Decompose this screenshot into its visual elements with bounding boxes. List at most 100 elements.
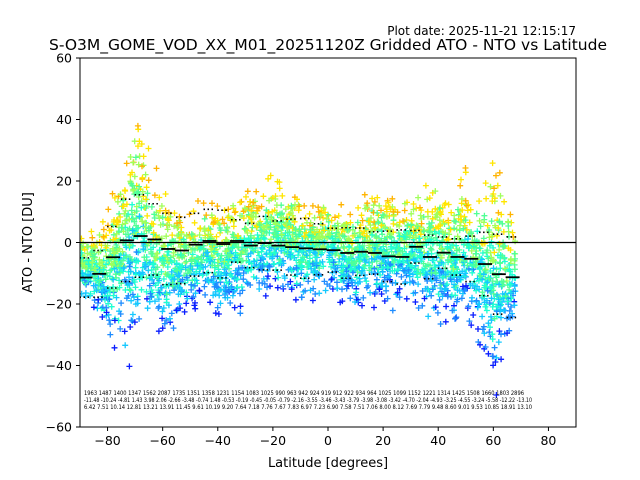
scatter-point [135,188,142,195]
scatter-point [313,262,320,269]
scatter-point [128,317,135,324]
scatter-point [391,240,397,247]
scatter-point [158,235,165,242]
scatter-point [384,264,391,271]
scatter-point [157,207,163,214]
scatter-point [349,269,356,276]
scatter-point [121,328,128,335]
scatter-point [143,257,150,264]
scatter-point [152,266,159,273]
scatter-point [183,289,190,296]
scatter-point [498,211,505,218]
scatter-point [363,254,370,260]
scatter-point [279,283,286,290]
scatter-point [382,283,389,290]
scatter-point [495,339,502,346]
scatter-point [126,363,133,370]
scatter-point [254,249,261,256]
scatter-point [316,290,323,297]
scatter-point [129,311,136,318]
scatter-point [103,244,110,251]
scatter-point [164,264,171,270]
scatter-point [274,234,281,241]
scatter-point [88,249,95,256]
scatter-point [476,198,483,205]
scatter-point [347,211,354,218]
scatter-point [182,264,189,271]
scatter-point [356,264,363,271]
scatter-point [215,311,222,317]
scatter-point [456,273,463,280]
scatter-point [487,183,494,190]
scatter-point [126,274,132,281]
scatter-point [427,268,434,275]
scatter-point [383,213,390,220]
scatter-point [173,260,180,267]
scatter-point [256,286,263,292]
scatter-point [227,300,234,306]
scatter-point [286,229,293,235]
scatter-point [408,222,414,229]
scatter-point [484,279,491,286]
scatter-point [217,229,224,236]
scatter-point [410,206,417,213]
scatter-point [238,251,245,258]
scatter-point [424,208,431,215]
scatter-point [429,231,436,238]
scatter-point [296,228,303,235]
scatter-point [401,207,408,214]
scatter-point [434,210,441,217]
y-tick-label: −60 [46,420,72,435]
scatter-point [401,245,408,252]
scatter-point [80,290,85,297]
scatter-point [117,325,124,332]
scatter-point [224,214,231,221]
scatter-point [90,304,97,311]
scatter-point [356,256,363,263]
scatter-point [438,259,445,266]
scatter-point [377,272,384,278]
x-tick-label: 0 [324,433,332,448]
scatter-point [479,326,486,333]
scatter-point [394,289,401,296]
scatter-point [122,217,129,224]
scatter-point [322,287,329,294]
scatter-point [283,221,290,228]
scatter-point [136,200,143,207]
scatter-point [396,219,403,226]
scatter-point [282,206,289,213]
scatter-point [425,254,432,261]
scatter-point [368,215,374,221]
scatter-point [355,263,362,270]
scatter-point [116,210,123,217]
scatter-point [297,259,303,266]
scatter-point [489,353,496,360]
scatter-point [500,243,507,250]
scatter-point [454,233,461,240]
scatter-point [144,212,151,219]
y-axis: −60 −40 −20 0 20 40 60 [46,51,80,435]
scatter-point [245,259,252,266]
scatter-point [328,276,335,283]
y-tick-label: 60 [56,51,72,66]
scatter-point [118,224,125,231]
scatter-point [328,217,335,224]
scatter-point [191,276,198,283]
scatter-point [164,222,171,228]
scatter-point [158,203,165,209]
scatter-point [304,271,311,278]
scatter-point [122,188,129,194]
scatter-point [123,213,130,219]
scatter-point [163,317,170,324]
scatter-point [488,238,495,245]
scatter-point [151,192,158,199]
scatter-point [119,221,126,228]
scatter-point [403,231,410,238]
scatter-point [243,193,249,200]
scatter-point [131,319,138,326]
scatter-point [227,251,234,258]
scatter-point [308,265,315,272]
scatter-point [470,262,477,268]
scatter-point [327,231,333,238]
scatter-point [280,260,287,267]
